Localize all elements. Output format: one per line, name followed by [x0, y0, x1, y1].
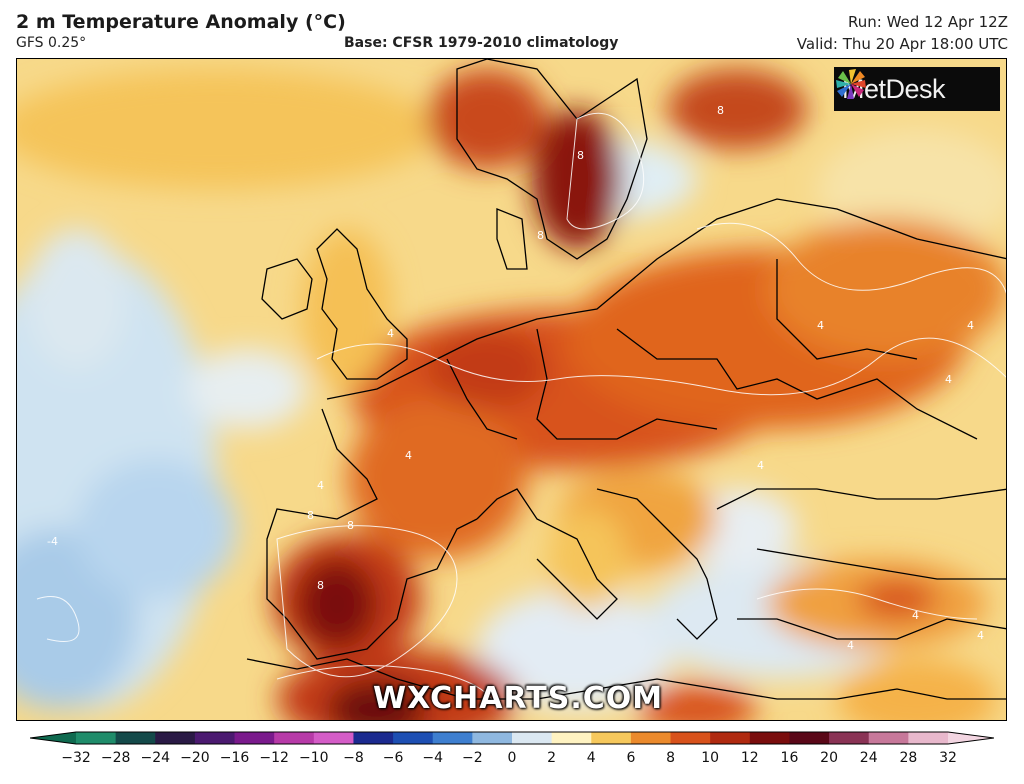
climatology-base-label: Base: CFSR 1979-2010 climatology: [344, 35, 619, 51]
colorbar-tick-label: 8: [666, 750, 675, 766]
coastlines: [246, 59, 1006, 700]
colorbar-arrow-right: [948, 732, 994, 744]
colorbar-tick-label: 12: [740, 750, 759, 766]
colorbar-segment: [234, 732, 275, 744]
colorbar-segment: [155, 732, 196, 744]
colorbar-segment: [393, 732, 434, 744]
contour-label: 4: [317, 479, 324, 492]
colorbar-tick-label: −8: [343, 750, 364, 766]
map-canvas: 4 4 4 4 4 4 4 4 4 4 8 8 8 8 8 8 -4: [17, 59, 1006, 720]
colorbar-tick-label: −2: [462, 750, 483, 766]
run-time-label: Run: Wed 12 Apr 12Z: [848, 13, 1008, 31]
chart-title: 2 m Temperature Anomaly (°C): [16, 11, 346, 33]
contour-lines: [36, 112, 1006, 710]
contour-label: 4: [967, 319, 974, 332]
colorbar-segment: [868, 732, 909, 744]
colorbar-segment: [472, 732, 513, 744]
colorbar-segment: [115, 732, 156, 744]
colorbar-tick-label: 16: [780, 750, 799, 766]
colorbar-segment: [670, 732, 711, 744]
colorbar-segment: [194, 732, 236, 744]
colorbar-tick-label: 20: [820, 750, 838, 766]
colorbar-tick-label: −4: [422, 750, 444, 766]
metdesk-pinwheel-icon: [836, 69, 866, 99]
contour-label: 4: [847, 639, 854, 652]
colorbar-tick-label: 2: [547, 750, 557, 766]
colorbar-tick-label: −32: [61, 750, 91, 766]
contour-label: 8: [347, 519, 354, 532]
contour-label: 8: [537, 229, 544, 242]
valid-time-label: Valid: Thu 20 Apr 18:00 UTC: [796, 35, 1008, 53]
contour-label: 8: [307, 509, 314, 522]
contour-label: 4: [912, 609, 919, 622]
colorbar-segment: [710, 732, 751, 744]
colorbar-segment: [274, 732, 315, 744]
colorbar-segment: [76, 732, 117, 744]
anomaly-map: 4 4 4 4 4 4 4 4 4 4 8 8 8 8 8 8 -4 MetDesk WXCHARTS.COM: [16, 58, 1007, 721]
colorbar-tick-label: 10: [701, 750, 720, 766]
contour-label: 4: [817, 319, 824, 332]
colorbar-segment: [512, 732, 553, 744]
contour-label: 8: [577, 149, 584, 162]
contour-label: 4: [945, 373, 952, 386]
colorbar-segment: [908, 732, 949, 744]
colorbar-segment: [353, 732, 394, 744]
colorbar-segment: [313, 732, 354, 744]
contour-label: 8: [317, 579, 324, 592]
colorbar-segment: [551, 732, 592, 744]
colorbar-tick-label: −6: [382, 750, 404, 766]
colorbar-segment: [749, 732, 790, 744]
colorbar-segment: [829, 732, 870, 744]
contour-label: 4: [977, 629, 984, 642]
colorbar-tick-label: −12: [259, 750, 289, 766]
colorbar-tick-label: −24: [140, 750, 171, 766]
colorbar-tick-label: 0: [507, 750, 517, 766]
wxcharts-watermark: WXCHARTS.COM: [373, 681, 664, 716]
colorbar-tick-label: 28: [899, 750, 918, 766]
colorbar-segment: [591, 732, 632, 744]
colorbar-segment: [630, 732, 672, 744]
colorbar-tick-label: 24: [859, 750, 878, 766]
contour-label: 4: [757, 459, 764, 472]
colorbar-segment: [789, 732, 830, 744]
colorbar-tick-label: −28: [100, 750, 131, 766]
contour-labels: 4 4 4 4 4 4 4 4 4 4 8 8 8 8 8 8 -4: [47, 104, 984, 652]
metdesk-logo: MetDesk: [834, 67, 1000, 111]
contour-label: -4: [47, 535, 58, 548]
contour-label: 4: [405, 449, 412, 462]
colorbar-tick-label: 32: [939, 750, 957, 766]
colorbar-arrow-left: [30, 732, 76, 744]
colorbar-tick-label: −10: [299, 750, 329, 766]
colorbar: [30, 731, 994, 745]
colorbar-outline: [30, 731, 994, 745]
contour-label: 8: [717, 104, 724, 117]
contour-label: 4: [387, 327, 394, 340]
colorbar-tick-label: 4: [586, 750, 596, 766]
colorbar-segment: [432, 732, 473, 744]
colorbar-tick-label: −16: [219, 750, 250, 766]
model-label: GFS 0.25°: [16, 35, 87, 51]
colorbar-tick-label: −20: [180, 750, 210, 766]
colorbar-tick-label: 6: [626, 750, 636, 766]
colorbar-tick-labels: −32 −28 −24 −20 −16 −12 −10 −8 −6 −4 −2 0 2 4 6 8 10 12 16…: [0, 750, 1024, 770]
